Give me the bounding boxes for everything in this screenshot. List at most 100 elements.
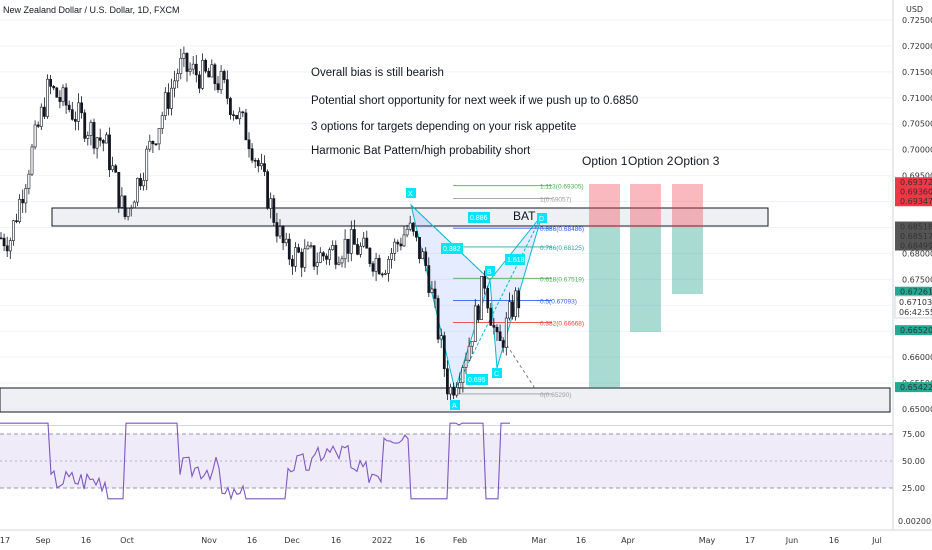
- candle-body: [24, 188, 28, 204]
- option3-stop-box: [672, 184, 703, 228]
- candle-body: [132, 201, 136, 209]
- candle-body: [318, 252, 322, 263]
- candle-body: [170, 87, 173, 109]
- candle-body: [480, 276, 483, 320]
- candle-body: [52, 86, 56, 89]
- fib-label: 1(0.69057): [540, 197, 571, 204]
- time-tick: 2022: [372, 536, 392, 545]
- time-tick: Jun: [785, 536, 799, 545]
- candle-body: [461, 367, 465, 383]
- svg-text:D: D: [539, 216, 544, 223]
- price-axis[interactable]: [893, 0, 932, 530]
- time-axis[interactable]: [0, 530, 932, 550]
- candle-body: [473, 305, 477, 342]
- candle-body: [294, 247, 297, 267]
- candle-body: [269, 198, 273, 209]
- candle-body: [371, 263, 375, 272]
- price-tick: 0.72500: [902, 16, 932, 25]
- candle-body: [225, 79, 229, 99]
- price-tick: 0.65000: [902, 405, 932, 414]
- candle-body: [414, 231, 418, 238]
- time-tick: 16: [576, 536, 586, 545]
- candle-body: [232, 114, 235, 116]
- candle-body: [331, 245, 335, 251]
- time-tick: Dec: [284, 536, 299, 545]
- rsi-tick: 50.00: [902, 457, 925, 466]
- fib-label: 0.382(0.66668): [540, 320, 584, 327]
- candle-body: [380, 273, 384, 276]
- candle-body: [476, 305, 480, 320]
- candle-body: [201, 59, 204, 89]
- price-tick: 0.71500: [902, 68, 932, 77]
- option3-target-box: [672, 228, 703, 294]
- candle-body: [374, 258, 378, 272]
- time-tick: Feb: [453, 536, 467, 545]
- candle-body: [80, 102, 84, 114]
- candle-body: [483, 276, 487, 289]
- price-badge: [895, 231, 932, 242]
- svg-text:X: X: [408, 191, 413, 198]
- option-boxes: [589, 184, 703, 388]
- candle-body: [455, 387, 459, 396]
- rsi-tick: 25.00: [902, 484, 925, 493]
- price-badge-text: 0.68499: [900, 242, 932, 251]
- svg-text:A: A: [452, 403, 457, 410]
- candle-body: [0, 237, 3, 240]
- candle-body: [219, 71, 223, 91]
- point-d-tag: D: [537, 213, 547, 223]
- candle-body: [253, 159, 257, 162]
- candle-body: [216, 83, 220, 91]
- candle-body: [160, 115, 164, 129]
- time-tick: May: [699, 536, 716, 545]
- candle-body: [266, 171, 270, 209]
- candle-body: [501, 340, 505, 348]
- candle-body: [136, 178, 139, 203]
- candle-body: [163, 92, 167, 116]
- option1-stop-box: [589, 184, 620, 228]
- candle-body: [278, 226, 282, 237]
- time-tick: Apr: [621, 536, 636, 545]
- candle-body: [340, 258, 344, 264]
- candle-body: [387, 259, 390, 274]
- candle-body: [467, 345, 471, 361]
- candle-body: [111, 165, 115, 171]
- candle-body: [173, 80, 177, 89]
- point-b-tag: B: [485, 266, 495, 276]
- annotation-short-opportunity: Potential short opportunity for next wee…: [311, 95, 638, 107]
- candle-body: [30, 146, 34, 175]
- ratio-xb2-tag: 0.382: [441, 243, 463, 254]
- option3-label: Option 3: [674, 154, 720, 168]
- candle-body: [5, 245, 9, 252]
- candle-body: [287, 238, 291, 260]
- candle-body: [194, 63, 198, 76]
- price-badge: [895, 186, 932, 197]
- candle-body: [504, 317, 508, 348]
- candle-body: [436, 298, 440, 340]
- candle-body: [77, 102, 80, 122]
- candle-body: [247, 139, 251, 150]
- candle-body: [108, 134, 111, 171]
- candle-body: [349, 229, 353, 254]
- candle-body: [129, 207, 133, 210]
- fib-label: 0(0.65290): [540, 392, 571, 399]
- candle-body: [95, 137, 99, 149]
- time-tick: 17: [0, 536, 10, 545]
- candle-body: [303, 248, 307, 268]
- candle-body: [18, 198, 22, 222]
- candle-body: [377, 258, 381, 275]
- candle-body: [259, 163, 263, 167]
- candle-body: [64, 87, 68, 106]
- candle-body: [139, 178, 142, 187]
- candle-body: [49, 78, 53, 87]
- candle-body: [418, 236, 421, 260]
- candle-body: [290, 258, 294, 267]
- candle-body: [2, 237, 6, 247]
- candle-body: [198, 74, 201, 89]
- candle-body: [430, 288, 434, 293]
- candle-body: [213, 64, 217, 84]
- price-tick: 0.70500: [902, 120, 932, 129]
- candle-body: [27, 173, 31, 189]
- price-badge: [895, 325, 932, 336]
- rsi-line: [0, 422, 510, 501]
